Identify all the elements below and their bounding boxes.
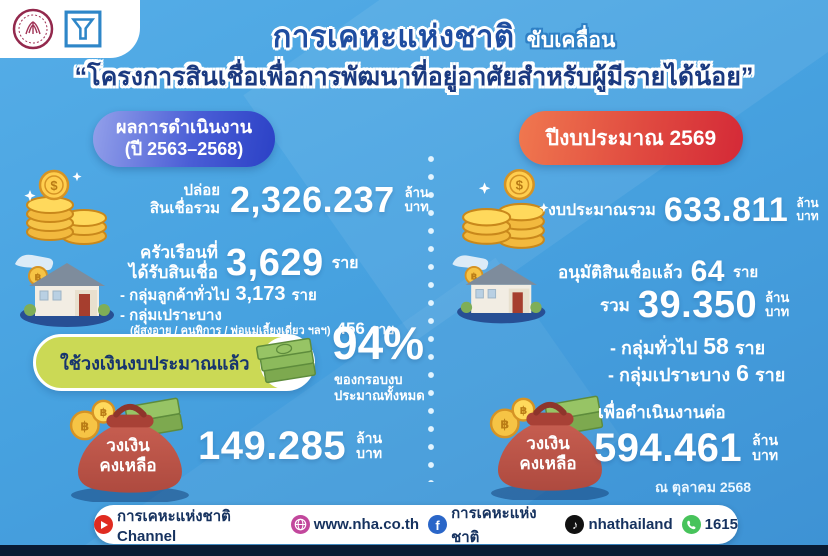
remaining-right-value: 594.461 [594,425,743,470]
ministry-seal-icon [12,8,54,50]
approved-unit: ราย [732,264,759,281]
results-period-badge: ผลการดำเนินงาน (ปี 2563–2568) [93,111,275,167]
svg-text:฿: ฿ [471,271,478,282]
footer-contact-bar: การเคหะแห่งชาติ Channel www.nha.co.th f … [94,504,738,546]
budget-total-value: 633.811 [663,190,789,229]
households-unit: ราย [331,254,359,272]
svg-text:฿: ฿ [520,405,528,417]
approved-label: อนุมัติสินเชื่อแล้ว [558,262,683,282]
coins-stack-icon: $ [24,169,107,245]
approved-bullet-general: - กลุ่มทั่วไป 58 ราย [610,333,766,359]
footer-website-link[interactable]: www.nha.co.th [290,515,419,534]
loan-total-value: 2,326.237 [230,179,395,220]
bottom-bar [0,545,828,556]
approved-total-label: รวม [600,295,630,315]
coins-stack-icon: $ [462,168,549,249]
remaining-bag-label: วงเงิน คงเหลือ [99,436,157,476]
footer-youtube-link[interactable]: การเคหะแห่งชาติ Channel [94,504,282,545]
households-bullet-general: - กลุ่มลูกค้าทั่วไป 3,173 ราย [120,283,317,305]
house-loan-icon: ฿ [15,254,114,327]
banknotes-icon [255,337,316,384]
facebook-icon: f [428,515,448,534]
nha-logo-icon [64,10,102,48]
budget-used-percent: 94% [332,317,425,369]
tiktok-icon: ♪ [565,515,585,534]
fiscal-year-badge: ปีงบประมาณ 2569 [519,111,743,165]
svg-text:฿: ฿ [35,273,42,284]
svg-text:฿: ฿ [100,407,108,419]
program-subtitle: “โครงการสินเชื่อเพื่อการพัฒนาที่อยู่อาศั… [74,63,754,91]
footer-facebook-link[interactable]: f การเคหะแห่งชาติ [428,501,556,549]
loan-total-label: ปล่อย สินเชื่อรวม [149,182,220,217]
remaining-left-value: 149.285 [198,423,347,468]
approved-bullet-vulnerable: - กลุ่มเปราะบาง 6 ราย [608,360,786,386]
households-label: ครัวเรือนที่ ได้รับสินเชื่อ [128,243,218,282]
svg-text:$: $ [50,178,58,193]
remaining-left-unit: ล้าน บาท [356,429,383,461]
remaining-right-label: เพื่อดำเนินงานต่อ [598,403,726,422]
households-row: ครัวเรือนที่ ได้รับสินเชื่อ 3,629 ราย [122,240,359,286]
remaining-budget-bag: ฿ ฿ วงเงิน คงเหลือ [58,394,198,502]
households-value: 3,629 [226,241,324,284]
svg-text:฿: ฿ [500,416,509,431]
page-title-suffix: ขับเคลื่อน [526,29,616,52]
youtube-icon [94,515,113,534]
remaining-right-unit: ล้าน บาท [752,431,779,463]
loan-total-unit: ล้าน บาท [404,184,429,214]
page-title: การเคหะแห่งชาติ [272,19,515,54]
budget-total-unit: ล้าน บาท [796,195,819,223]
budget-total-label: งบประมาณรวม [548,201,656,219]
globe-icon [290,515,310,534]
header-title-row: การเคหะแห่งชาติ ขับเคลื่อน [0,11,828,61]
money-bag-icon: ฿ ฿ [489,395,609,500]
remaining-budget-bag: ฿ ฿ วงเงิน คงเหลือ [478,392,618,500]
footer-phone-link[interactable]: 1615 [681,515,738,534]
loan-total-row: ปล่อย สินเชื่อรวม 2,326.237 ล้าน บาท [118,170,429,230]
as-of-date: ณ ตุลาคม 2568 [655,479,752,495]
approved-total-value: 39.350 [637,283,758,326]
house-loan-icon: ฿ [452,255,546,324]
phone-icon [681,515,701,534]
households-bullet-vulnerable: - กลุ่มเปราะบาง [120,307,222,324]
approved-count-row: อนุมัติสินเชื่อแล้ว 64 ราย [558,254,758,290]
remaining-right-row: 594.461 ล้าน บาท [594,420,778,476]
svg-text:$: $ [516,178,524,193]
svg-text:฿: ฿ [80,418,89,433]
dotted-divider [427,150,435,482]
logo-card [0,0,140,58]
money-bag-icon: ฿ ฿ [69,397,189,502]
approved-value: 64 [690,255,725,288]
footer-tiktok-link[interactable]: ♪ nhathailand [565,515,673,534]
approved-total-unit: ล้าน บาท [765,289,790,319]
approved-amount-row: รวม 39.350 ล้าน บาท [600,283,789,327]
remaining-bag-label: วงเงิน คงเหลือ [519,434,577,474]
budget-used-caption: ของกรอบงบ ประมาณทั้งหมด [334,372,425,404]
budget-total-row: งบประมาณรวม 633.811 ล้าน บาท [548,182,819,238]
remaining-left-row: 149.285 ล้าน บาท [198,418,382,474]
budget-used-label: ใช้วงเงินงบประมาณแล้ว [60,353,250,373]
